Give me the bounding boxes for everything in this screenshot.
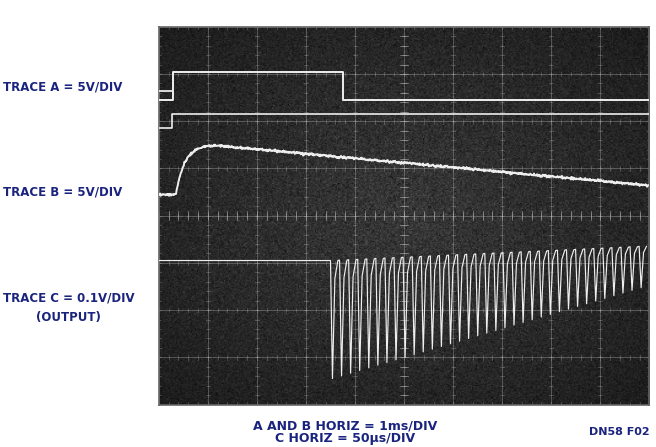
Text: TRACE B = 5V/DIV: TRACE B = 5V/DIV: [3, 186, 123, 198]
Text: DN58 F02: DN58 F02: [589, 427, 649, 437]
Text: C HORIZ = 50μs/DIV: C HORIZ = 50μs/DIV: [275, 432, 415, 446]
Text: (OUTPUT): (OUTPUT): [36, 311, 101, 324]
Text: TRACE C = 0.1V/DIV: TRACE C = 0.1V/DIV: [3, 292, 135, 305]
Text: TRACE A = 5V/DIV: TRACE A = 5V/DIV: [3, 80, 123, 93]
Text: A AND B HORIZ = 1ms/DIV: A AND B HORIZ = 1ms/DIV: [253, 419, 438, 432]
